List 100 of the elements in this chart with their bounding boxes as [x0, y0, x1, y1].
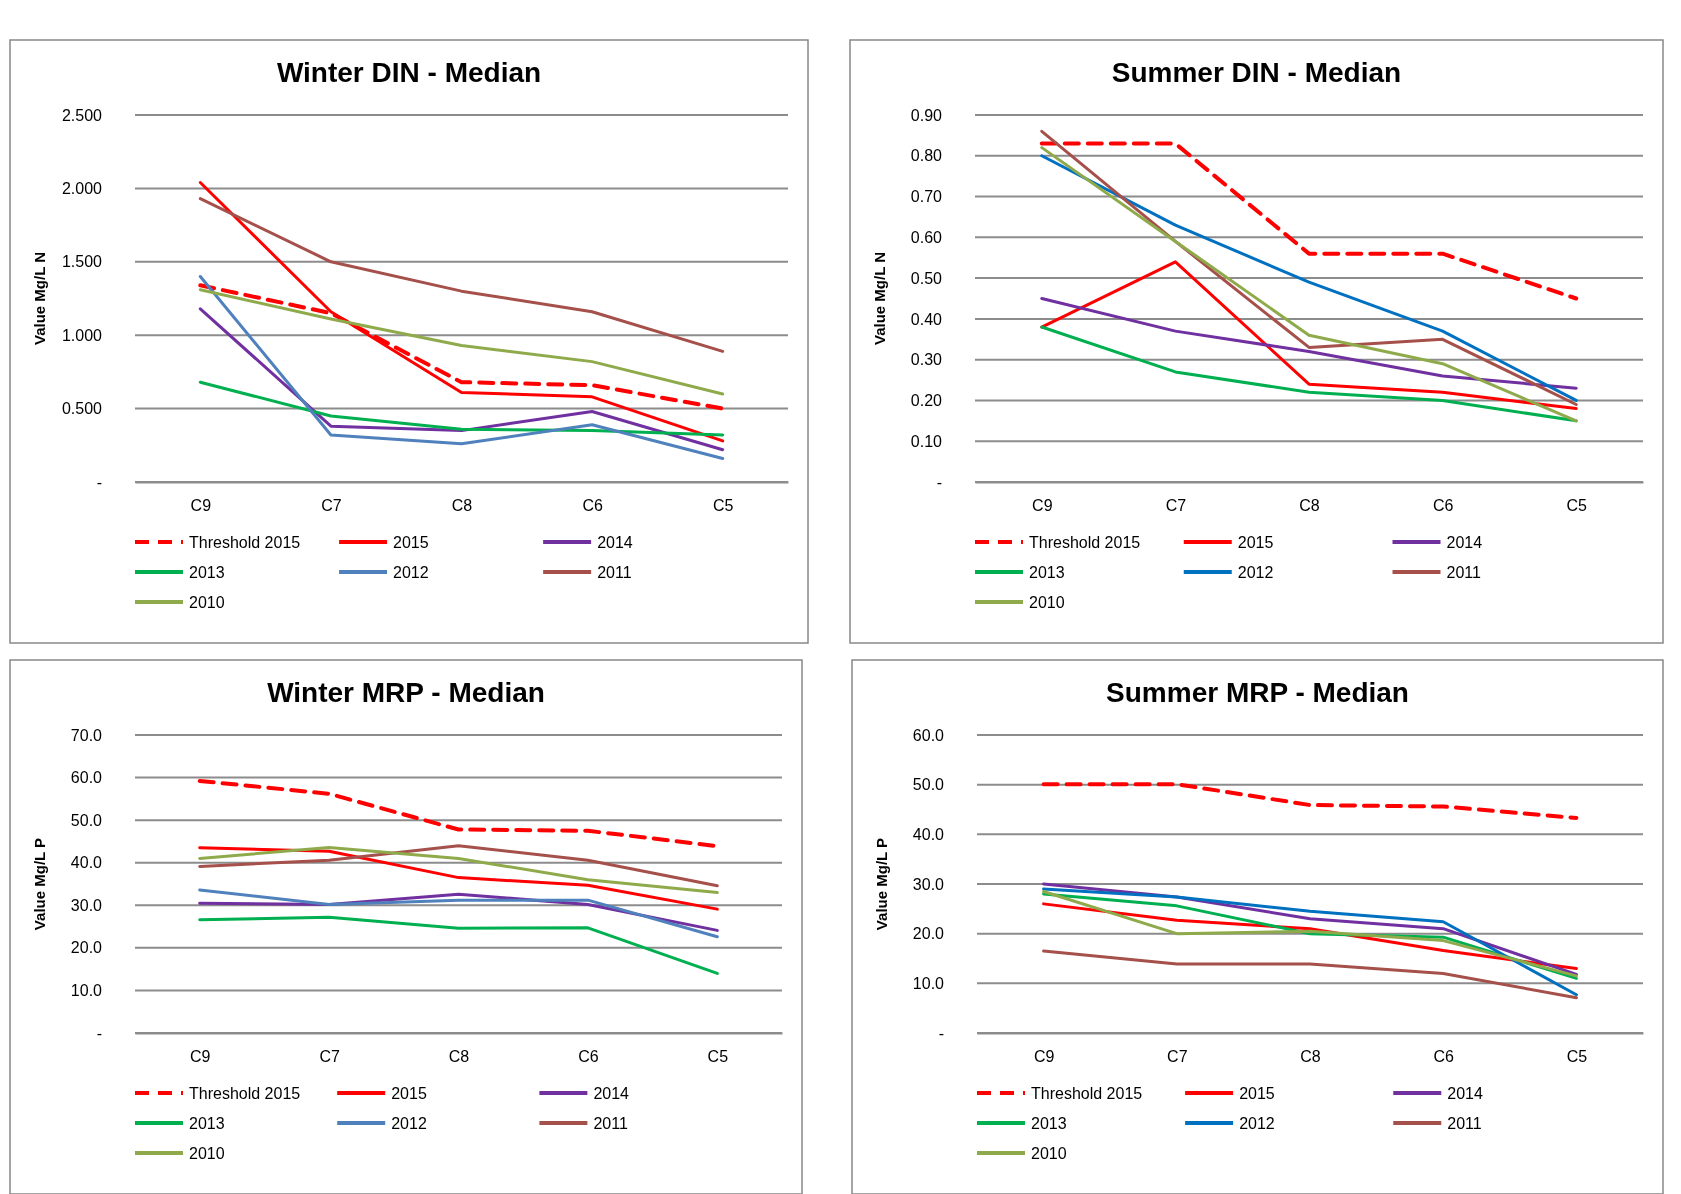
- y-tick-label: 2.000: [61, 180, 103, 198]
- y-axis-title: Value Mg/L P: [31, 837, 48, 931]
- y-tick-label: 2.500: [61, 106, 103, 124]
- x-tick-label: C7: [319, 1047, 340, 1065]
- legend-label: 2010: [189, 1145, 225, 1162]
- y-tick-label: 10.0: [912, 974, 945, 992]
- legend-label: Threshold 2015: [1031, 1085, 1143, 1102]
- line-series: [198, 274, 725, 461]
- y-axis-title: Value Mg/L N: [31, 251, 48, 346]
- legend-label: 2015: [391, 1085, 427, 1102]
- x-tick-label: C5: [712, 496, 734, 514]
- line-series: [198, 288, 725, 396]
- y-tick-label: 0.500: [61, 400, 103, 418]
- line-series: [198, 380, 725, 437]
- line-series: [198, 845, 719, 895]
- legend-label: 2013: [1031, 1115, 1067, 1132]
- chart-title: Summer MRP - Median: [1106, 677, 1409, 708]
- y-tick-label: 50.0: [70, 811, 103, 829]
- y-tick-label: 20.0: [70, 939, 103, 957]
- y-tick-label: 10.0: [70, 982, 103, 1000]
- legend-label: 2010: [189, 594, 225, 611]
- y-tick-label: 0.50: [910, 269, 943, 287]
- y-tick-label: 60.0: [70, 769, 103, 787]
- x-tick-label: C9: [189, 1047, 211, 1065]
- y-tick-label: 0.80: [910, 147, 943, 165]
- line-series: [1041, 782, 1579, 820]
- x-tick-label: C9: [1032, 496, 1053, 514]
- y-tick-label: 0.20: [910, 392, 943, 410]
- legend-label: 2011: [597, 564, 632, 581]
- legend-label: 2015: [393, 534, 429, 551]
- y-tick-label: 0.70: [910, 188, 943, 206]
- y-tick-label: 0.40: [910, 310, 943, 328]
- x-tick-label: C7: [1167, 1047, 1188, 1065]
- legend-label: 2010: [1031, 1145, 1067, 1162]
- line-series: [1040, 260, 1578, 411]
- x-tick-label: C5: [1566, 1047, 1588, 1065]
- legend-label: 2010: [1029, 594, 1065, 611]
- y-tick-label: 0.60: [910, 228, 943, 246]
- y-tick-label: 20.0: [912, 925, 945, 943]
- x-tick-label: C6: [578, 1047, 599, 1065]
- line-series: [1042, 887, 1578, 997]
- legend-label: 2014: [593, 1085, 630, 1102]
- legend-label: 2012: [393, 564, 429, 581]
- x-tick-label: C6: [1432, 496, 1454, 514]
- legend-label: 2014: [1446, 534, 1483, 551]
- line-series: [198, 197, 725, 353]
- line-series: [198, 846, 719, 911]
- legend-label: 2011: [1446, 564, 1482, 581]
- legend-label: Threshold 2015: [189, 534, 301, 551]
- y-tick-label: 0.90: [910, 106, 943, 124]
- y-tick-label: 0.10: [910, 432, 943, 450]
- chart-title: Winter DIN - Median: [276, 57, 542, 88]
- line-series: [1042, 949, 1578, 1000]
- y-tick-label: 30.0: [70, 896, 103, 914]
- line-series: [198, 915, 719, 975]
- y-tick-label: 1.000: [61, 326, 103, 344]
- chart-title: Winter MRP - Median: [267, 677, 545, 708]
- y-tick-label: -: [96, 473, 102, 491]
- y-tick-label: 50.0: [912, 776, 945, 794]
- legend-label: Threshold 2015: [189, 1085, 301, 1102]
- y-tick-label: 40.0: [912, 825, 945, 843]
- y-axis-title: Value Mg/L N: [871, 251, 888, 346]
- x-tick-label: C7: [321, 496, 342, 514]
- legend-label: 2012: [391, 1115, 427, 1132]
- x-tick-label: C8: [451, 496, 473, 514]
- y-axis-title: Value Mg/L P: [873, 837, 890, 931]
- chart-title: Summer DIN - Median: [1111, 57, 1402, 88]
- legend-label: 2011: [593, 1115, 628, 1132]
- y-tick-label: -: [96, 1024, 102, 1042]
- legend-label: 2011: [1447, 1115, 1482, 1132]
- legend-label: 2014: [1447, 1085, 1483, 1102]
- legend-label: 2015: [1237, 534, 1274, 551]
- x-tick-label: C9: [1033, 1047, 1055, 1065]
- y-tick-label: 1.500: [61, 253, 103, 271]
- legend-label: 2013: [189, 564, 225, 581]
- x-tick-label: C6: [1433, 1047, 1455, 1065]
- line-series: [198, 181, 725, 443]
- line-series: [1040, 297, 1578, 390]
- x-tick-label: C5: [707, 1047, 729, 1065]
- line-series: [198, 888, 719, 939]
- legend-label: 2012: [1237, 564, 1274, 581]
- legend-label: 2015: [1239, 1085, 1275, 1102]
- x-tick-label: C8: [1300, 1047, 1321, 1065]
- y-tick-label: 40.0: [70, 854, 103, 872]
- legend-label: Threshold 2015: [1029, 534, 1141, 551]
- y-tick-label: -: [936, 473, 942, 491]
- legend-label: 2014: [597, 534, 633, 551]
- x-tick-label: C8: [448, 1047, 470, 1065]
- y-tick-label: 30.0: [912, 875, 945, 893]
- x-tick-label: C8: [1299, 496, 1320, 514]
- legend-label: 2012: [1239, 1115, 1275, 1132]
- x-tick-label: C7: [1165, 496, 1187, 514]
- legend-label: 2013: [189, 1115, 225, 1132]
- x-tick-label: C5: [1566, 496, 1588, 514]
- line-series: [198, 844, 719, 888]
- x-tick-label: C9: [190, 496, 212, 514]
- y-tick-label: 0.30: [910, 351, 943, 369]
- y-tick-label: -: [938, 1024, 944, 1042]
- y-tick-label: 70.0: [70, 726, 103, 744]
- y-tick-label: 60.0: [912, 726, 945, 744]
